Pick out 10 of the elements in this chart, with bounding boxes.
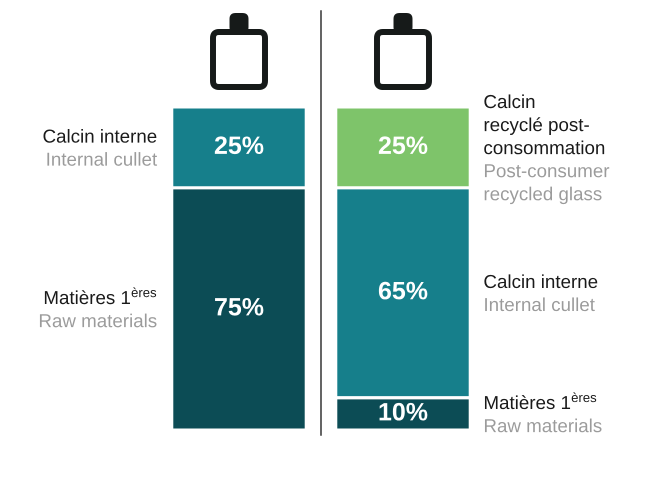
data-label: 25% xyxy=(378,136,428,154)
text: Matières 1$^{ères}$ Raw materials xyxy=(484,392,602,432)
series-label: Calcin recyclé post- consommation Post-consumer recycled glass xyxy=(484,94,610,204)
data-label: 10% xyxy=(380,402,428,421)
text: Matières 1$^{ères}$ Raw materials xyxy=(40,287,157,328)
series-label: Calcin interne Internal cullet xyxy=(484,274,598,312)
data-label: 65% xyxy=(378,282,428,300)
data-label: 75% xyxy=(215,298,264,316)
text: Calcin interne Internal cullet xyxy=(43,129,158,166)
data-label: 25% xyxy=(214,136,264,154)
